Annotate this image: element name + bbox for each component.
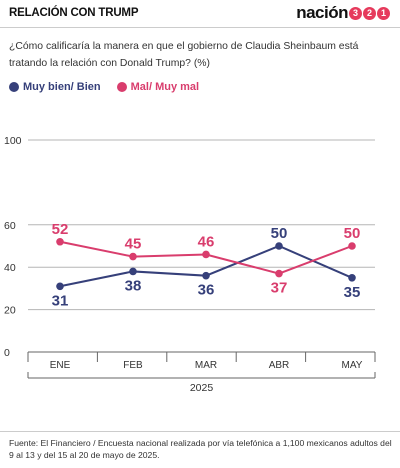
data-label-muy-bien-abr: 50 [271, 225, 288, 242]
brand-logo: nación 3 2 1 [296, 3, 390, 23]
footer-divider [0, 431, 400, 432]
brand-digit-2: 2 [363, 6, 376, 20]
legend-dot-mal [116, 82, 127, 92]
legend-dot-muy-bien [9, 82, 19, 92]
data-label-muy-bien-may: 35 [344, 284, 361, 301]
point-mal-feb [129, 252, 137, 261]
legend-label-mal: Mal/ Muy mal [130, 81, 200, 93]
legend-label-muy-bien: Muy bien/ Bien [23, 81, 101, 93]
point-mal-ene [56, 237, 64, 246]
x-tick-label-abr: ABR [269, 360, 290, 371]
point-muy-bien-may [348, 274, 356, 282]
point-muy-bien-feb [129, 267, 137, 276]
y-tick-label-0: 0 [4, 347, 10, 359]
y-tick-label-20: 20 [4, 305, 16, 317]
line-chart: 0 20 40 60 100 ENE FEB MAR ABR MAY 2025 31 38 36 50 35 5… [4, 135, 376, 394]
point-mal-may [348, 242, 356, 250]
chart-legend: Muy bien/ Bien Mal/ Muy mal [9, 81, 215, 93]
brand-digit-1: 3 [349, 6, 362, 20]
survey-question: ¿Cómo calificaría la manera en que el go… [9, 41, 359, 69]
header: RELACIÓN CON TRUMP nación 3 2 1 [0, 0, 400, 28]
x-tick-label-feb: FEB [123, 360, 143, 371]
brand-word: nación [296, 3, 348, 22]
y-tick-label-100: 100 [4, 135, 22, 147]
data-label-muy-bien-ene: 31 [52, 292, 69, 309]
data-label-mal-mar: 46 [198, 233, 215, 250]
point-muy-bien-abr [275, 242, 283, 250]
point-muy-bien-ene [56, 282, 64, 291]
x-tick-label-ene: ENE [50, 360, 71, 371]
data-label-mal-ene: 52 [52, 221, 69, 238]
data-label-mal-feb: 45 [125, 236, 142, 253]
data-label-mal-abr: 37 [271, 280, 288, 297]
point-mal-abr [275, 269, 283, 278]
point-muy-bien-mar [202, 271, 210, 280]
data-label-mal-may: 50 [344, 225, 361, 242]
section-title: RELACIÓN CON TRUMP [9, 7, 139, 19]
x-tick-label-may: MAY [342, 360, 363, 371]
x-axis-label: 2025 [190, 382, 214, 394]
header-divider [0, 27, 400, 28]
data-label-muy-bien-mar: 36 [198, 282, 215, 299]
brand-digit-3: 1 [377, 6, 390, 20]
legend-item-mal: Mal/ Muy mal [116, 81, 200, 93]
source-note: Fuente: El Financiero / Encuesta naciona… [9, 438, 392, 460]
legend-item-muy-bien: Muy bien/ Bien [9, 81, 101, 93]
data-label-muy-bien-feb: 38 [125, 277, 142, 294]
y-tick-label-40: 40 [4, 262, 16, 274]
point-mal-mar [202, 250, 210, 259]
x-tick-label-mar: MAR [195, 360, 217, 371]
y-tick-label-60: 60 [4, 220, 16, 232]
